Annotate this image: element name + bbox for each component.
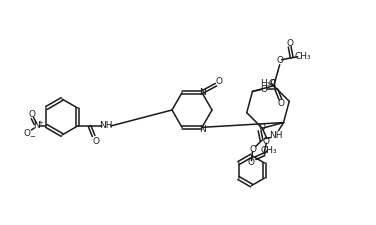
- Text: +: +: [37, 119, 43, 126]
- Text: H₃C: H₃C: [260, 79, 277, 88]
- Text: O: O: [286, 39, 293, 48]
- Text: O: O: [263, 136, 270, 145]
- Text: −: −: [29, 133, 35, 139]
- Text: O: O: [215, 77, 223, 86]
- Text: N: N: [200, 124, 206, 133]
- Text: O: O: [268, 79, 275, 88]
- Text: O: O: [248, 157, 255, 166]
- Text: O: O: [261, 85, 268, 94]
- Text: CH₃: CH₃: [261, 145, 277, 154]
- Text: N: N: [33, 121, 40, 130]
- Text: O: O: [249, 144, 256, 153]
- Text: O: O: [278, 99, 285, 108]
- Text: N: N: [200, 88, 206, 97]
- Text: O: O: [29, 110, 36, 119]
- Text: NH: NH: [99, 121, 112, 130]
- Text: O: O: [92, 136, 99, 145]
- Text: O: O: [276, 56, 283, 65]
- Text: CH₃: CH₃: [294, 52, 311, 61]
- Text: O: O: [258, 122, 265, 131]
- Text: NH: NH: [269, 130, 282, 140]
- Text: O: O: [24, 128, 31, 137]
